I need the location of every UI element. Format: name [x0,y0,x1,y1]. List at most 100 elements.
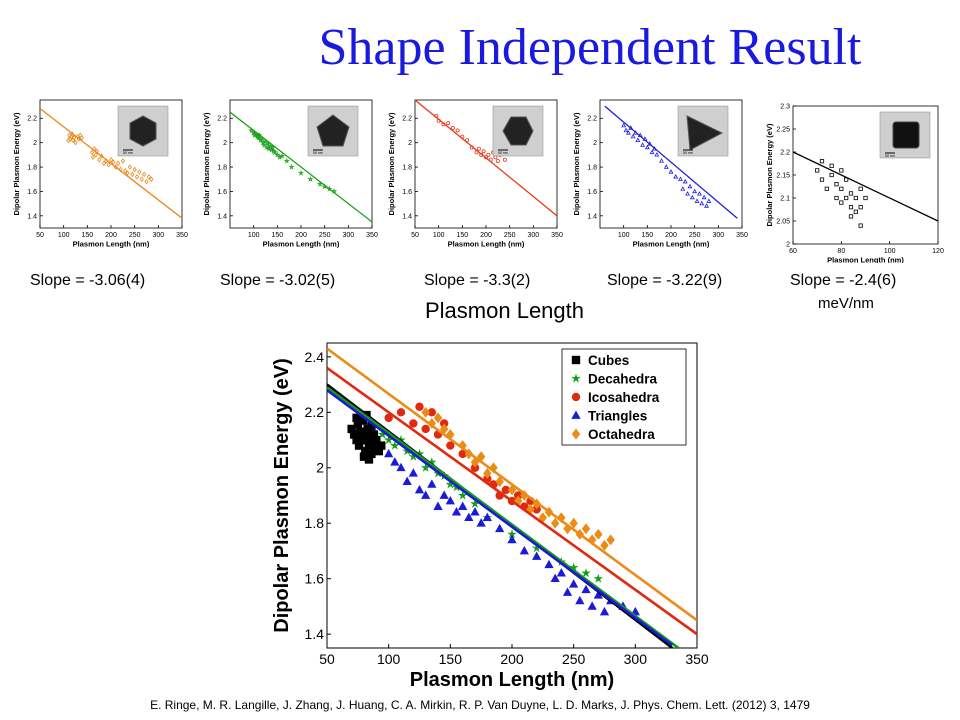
y-tick-label: 2.2 [27,116,37,123]
legend-marker [571,428,581,440]
y-tick-label: 1.6 [587,189,597,196]
data-point [265,145,272,152]
data-point [396,462,406,472]
data-point [501,485,511,495]
data-point [531,543,542,553]
citation: E. Ringe, M. R. Langille, J. Zhang, J. H… [150,698,810,712]
data-point [544,559,554,569]
panel-decahedra: 100 150 200 250 300 350 1.4 1.6 1.8 2 2.2 Plasmon L… [202,99,378,249]
data-point [450,126,455,131]
x-axis-label: Plasmon Length (nm) [448,240,525,249]
nanoparticle-icon [129,115,157,147]
nanoparticle-icon [502,116,534,146]
panel-octahedra: 50 100 150 200 250 300 350 1.4 1.6 1.8 2 2.2 Plasmon… [12,99,188,249]
data-point [130,171,135,178]
data-point [357,413,366,423]
data-point [396,408,406,417]
data-point [701,194,707,200]
data-point [458,449,467,459]
data-point [127,164,133,170]
data-point [142,171,147,178]
y-axis-label: Dipolar Plasmon Energy (eV) [12,112,21,215]
slope-unit: meV/nm [818,295,874,312]
data-point [433,412,443,424]
data-point [267,143,274,150]
nanoparticle-icon [316,114,350,147]
data-point [848,214,854,219]
x-tick-label: 200 [105,232,117,239]
plot-area [793,151,938,228]
data-point [353,419,363,428]
data-point [409,419,418,428]
legend-marker [571,355,581,365]
data-point [696,191,702,196]
data-point [106,161,111,168]
data-point [593,573,604,583]
y-tick-label: 2 [223,140,227,147]
slope-octahedra: Slope = -3.06(4) [30,272,146,289]
y-tick-label: 1.4 [587,213,597,220]
data-point [359,452,369,461]
data-point [680,186,686,191]
x-tick-label: 200 [665,232,677,239]
data-point [486,152,491,157]
plot-area [230,111,372,223]
data-point [550,573,560,583]
x-axis-label: Plasmon Length (nm) [263,240,340,249]
data-point [361,446,370,456]
data-point [137,169,142,175]
x-axis-label: Plasmon Length (nm) [827,256,904,264]
fit-line [327,386,680,648]
data-point [79,135,84,141]
data-point [288,163,295,170]
y-axis-label: Dipolar Plasmon Energy (eV) [387,112,396,215]
data-point [446,441,455,450]
y-axis-label: Dipolar Plasmon Energy (eV) [572,112,581,215]
data-point [433,501,443,510]
main-chart: 50 100 150 200 250 300 350 1.4 1.6 1.8 2 2.2 2.4 Plas… [271,342,709,690]
data-point [132,166,137,173]
x-tick-label: 100 [377,651,401,667]
nanoparticle-icon [892,121,920,149]
fit-line [40,108,182,219]
data-point [402,476,412,485]
legend-label: Decahedra [588,372,658,387]
data-point [367,449,376,459]
data-point [581,584,591,594]
y-tick-label: 2.2 [217,116,227,123]
slope-icosahedra: Slope = -3.3(2) [424,272,531,289]
data-point [635,137,641,142]
data-point [408,468,418,477]
x-tick-label: 60 [789,248,797,255]
data-point [374,446,383,456]
x-tick-label: 350 [551,232,563,239]
data-point [111,159,116,165]
data-point [439,490,449,499]
data-point [678,176,683,181]
data-point [458,501,468,510]
x-tick-label: 350 [366,232,378,239]
data-point [824,186,829,191]
data-point [829,163,834,168]
data-point [706,198,712,203]
data-point [427,408,437,417]
x-tick-label: 50 [411,232,419,239]
data-point [67,132,72,139]
y-tick-label: 1.8 [305,515,325,531]
data-point [261,141,268,148]
y-tick-label: 1.4 [217,213,227,220]
x-tick-label: 50 [319,651,335,667]
data-point [384,413,393,423]
y-tick-label: 1.8 [402,164,412,171]
y-tick-label: 1.6 [27,189,37,196]
data-point [278,152,286,159]
data-point [853,195,858,201]
data-point [367,421,376,431]
y-tick-label: 2 [316,460,324,476]
fit-line [230,111,372,223]
data-point [445,479,456,489]
data-point [640,142,646,147]
data-point [599,606,610,616]
data-point [357,435,366,445]
data-point [858,205,863,210]
